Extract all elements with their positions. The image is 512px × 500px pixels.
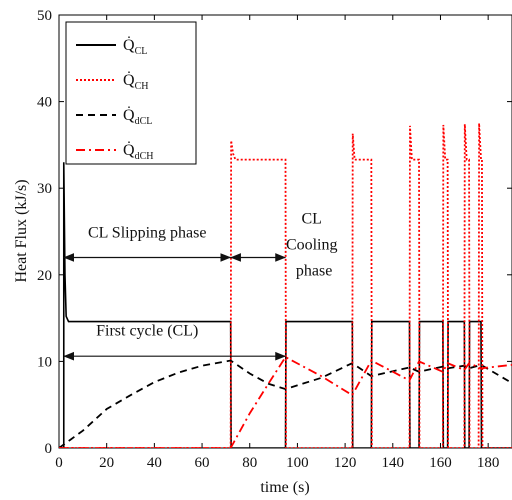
x-tick-label: 160 <box>429 455 452 471</box>
annotation-text: Cooling <box>286 237 338 254</box>
legend-label-dCH: Q̇dCH <box>123 141 153 162</box>
x-axis-label: time (s) <box>260 479 309 496</box>
series-line-dCL <box>59 359 512 448</box>
y-tick-label: 10 <box>37 354 52 370</box>
legend-label-main: Q̇ <box>123 141 135 159</box>
y-tick-label: 0 <box>45 441 53 457</box>
x-tick-label: 100 <box>286 455 309 471</box>
x-tick-label: 0 <box>55 455 63 471</box>
legend-label-subscript: CL <box>135 46 148 57</box>
annotation-texts: CL Slipping phase CL Cooling phase First cyc… <box>88 211 338 340</box>
x-tick-label: 140 <box>382 455 405 471</box>
x-tick-label: 40 <box>147 455 162 471</box>
legend-label-CH: Q̇CH <box>123 71 148 92</box>
x-tick-label: 60 <box>195 455 210 471</box>
annotation-arrows <box>63 253 287 361</box>
legend-label-subscript: CH <box>135 81 149 92</box>
y-tick-label: 30 <box>37 181 52 197</box>
series-line-CH <box>59 123 512 448</box>
legend-label-dCL: Q̇dCL <box>123 106 152 127</box>
y-tick-label: 20 <box>37 268 52 284</box>
x-tick-label: 20 <box>99 455 114 471</box>
series-line-dCH <box>59 355 512 448</box>
series-line-CL <box>59 162 512 448</box>
y-tick-label: 50 <box>37 8 52 24</box>
annotation-text: CL <box>301 211 321 228</box>
x-tick-label: 120 <box>334 455 357 471</box>
legend-label-subscript: dCH <box>135 151 154 162</box>
legend-label-main: Q̇ <box>123 36 135 54</box>
legend-label-main: Q̇ <box>123 71 135 89</box>
annotation-text: CL Slipping phase <box>88 225 207 242</box>
legend-label-subscript: dCL <box>135 116 153 127</box>
x-tick-label: 180 <box>477 455 500 471</box>
annotation-text: First cycle (CL) <box>96 322 198 339</box>
annotation-text: phase <box>296 263 332 280</box>
axis-tick-labels: 0 20 40 60 80 100 120 140 160 180 0 10 20 30 40 50 <box>37 8 499 471</box>
y-tick-label: 40 <box>37 95 52 111</box>
y-axis-label: Heat Flux (kJ/s) <box>13 179 30 282</box>
legend-label-main: Q̇ <box>123 106 135 124</box>
series-layer <box>59 123 512 448</box>
legend-label-CL: Q̇CL <box>123 36 147 57</box>
x-tick-label: 80 <box>242 455 257 471</box>
